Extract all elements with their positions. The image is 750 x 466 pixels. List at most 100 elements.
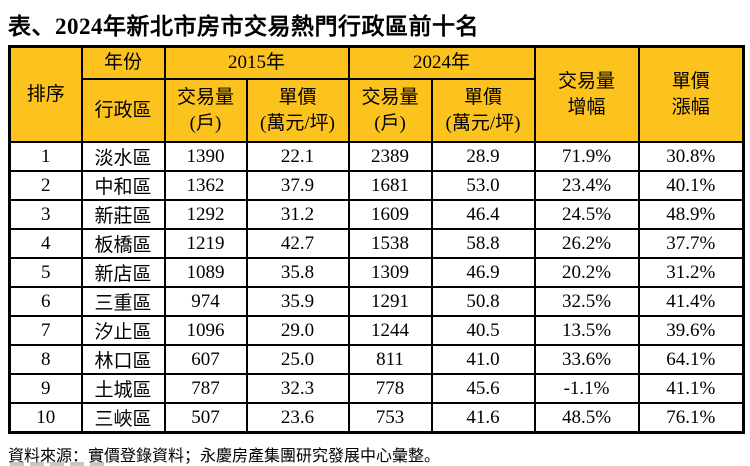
cell-price-2015: 31.2	[245, 199, 350, 230]
cell-price-2024: 45.6	[430, 373, 536, 404]
cell-price-2024: 46.9	[430, 257, 536, 288]
header-row-2: 行政區 交易量 (戶) 單價 (萬元/坪) 交易量 (戶) 單價 (萬元/坪)	[10, 78, 744, 143]
cell-price-2024: 40.5	[430, 315, 536, 346]
cell-price-2015: 32.3	[245, 373, 350, 404]
cell-volume-growth: 13.5%	[533, 315, 640, 346]
cell-volume-2024: 753	[347, 402, 433, 434]
header-volume-2024: 交易量 (戶)	[347, 78, 433, 143]
cell-volume-2024: 1244	[347, 315, 433, 346]
cell-rank: 5	[8, 257, 83, 288]
cell-volume-growth: -1.1%	[533, 373, 640, 404]
cell-rank: 3	[8, 199, 83, 230]
header-price-2015: 單價 (萬元/坪)	[245, 78, 350, 143]
table-body: 1 淡水區 1390 22.1 2389 28.9 71.9% 30.8% 2 …	[8, 141, 745, 434]
cell-volume-2015: 974	[163, 286, 248, 317]
cell-price-growth: 64.1%	[637, 344, 745, 375]
cell-price-2015: 35.8	[245, 257, 350, 288]
cell-price-2024: 50.8	[430, 286, 536, 317]
cell-volume-growth: 71.9%	[533, 141, 640, 172]
cell-district: 中和區	[80, 170, 166, 201]
cell-price-growth: 30.8%	[637, 141, 745, 172]
cell-price-2015: 22.1	[245, 141, 350, 172]
cell-volume-2024: 811	[347, 344, 433, 375]
cell-volume-2015: 607	[163, 344, 248, 375]
cell-volume-2015: 1089	[163, 257, 248, 288]
cell-rank: 1	[8, 141, 83, 172]
cell-district: 板橋區	[80, 228, 166, 259]
cell-price-2015: 23.6	[245, 402, 350, 434]
cell-price-2015: 42.7	[245, 228, 350, 259]
cell-rank: 10	[8, 402, 83, 434]
cell-volume-2015: 507	[163, 402, 248, 434]
cell-price-2015: 35.9	[245, 286, 350, 317]
cell-rank: 4	[8, 228, 83, 259]
districts-table: 排序 年份 2015年 2024年 交易量 增幅 單價 漲幅 行政區 交易量 (…	[8, 45, 746, 434]
table-row: 5 新店區 1089 35.8 1309 46.9 20.2% 31.2%	[8, 257, 745, 288]
cell-price-2024: 28.9	[430, 141, 536, 172]
cell-district: 土城區	[80, 373, 166, 404]
header-rank: 排序	[8, 45, 83, 143]
table-row: 2 中和區 1362 37.9 1681 53.0 23.4% 40.1%	[8, 170, 745, 201]
cell-price-2024: 58.8	[430, 228, 536, 259]
cell-volume-2024: 778	[347, 373, 433, 404]
table-row: 4 板橋區 1219 42.7 1538 58.8 26.2% 37.7%	[8, 228, 745, 259]
cell-volume-2015: 1096	[163, 315, 248, 346]
header-volume-growth: 交易量 增幅	[533, 45, 640, 143]
cell-volume-growth: 26.2%	[533, 228, 640, 259]
cell-price-growth: 31.2%	[637, 257, 745, 288]
header-price-growth: 單價 漲幅	[637, 45, 745, 143]
source-note: 資料來源：實價登錄資料；永慶房產集團研究發展中心彙整。	[8, 448, 441, 465]
header-year: 年份	[80, 45, 166, 80]
cell-rank: 2	[8, 170, 83, 201]
table-row: 7 汐止區 1096 29.0 1244 40.5 13.5% 39.6%	[8, 315, 745, 346]
cell-district: 三重區	[80, 286, 166, 317]
cell-volume-2015: 1292	[163, 199, 248, 230]
cell-price-growth: 41.1%	[637, 373, 745, 404]
cell-volume-2024: 1609	[347, 199, 433, 230]
clipped-text-fragment	[10, 462, 190, 466]
cell-volume-growth: 33.6%	[533, 344, 640, 375]
cell-volume-2015: 1390	[163, 141, 248, 172]
cell-price-2015: 29.0	[245, 315, 350, 346]
header-row-1: 排序 年份 2015年 2024年 交易量 增幅 單價 漲幅	[8, 45, 745, 143]
table-row: 9 土城區 787 32.3 778 45.6 -1.1% 41.1%	[8, 373, 745, 404]
cell-volume-2015: 1219	[163, 228, 248, 259]
cell-volume-2024: 1681	[347, 170, 433, 201]
cell-volume-growth: 24.5%	[533, 199, 640, 230]
cell-price-growth: 48.9%	[637, 199, 745, 230]
cell-price-2024: 53.0	[430, 170, 536, 201]
cell-rank: 7	[8, 315, 83, 346]
table-header: 排序 年份 2015年 2024年 交易量 增幅 單價 漲幅 行政區 交易量 (…	[8, 45, 745, 143]
table-row: 6 三重區 974 35.9 1291 50.8 32.5% 41.4%	[8, 286, 745, 317]
table-row: 3 新莊區 1292 31.2 1609 46.4 24.5% 48.9%	[8, 199, 745, 230]
cell-price-2015: 25.0	[245, 344, 350, 375]
cell-price-2024: 41.0	[430, 344, 536, 375]
cell-price-growth: 40.1%	[637, 170, 745, 201]
cell-volume-growth: 48.5%	[533, 402, 640, 434]
cell-price-2015: 37.9	[245, 170, 350, 201]
table-row: 10 三峽區 507 23.6 753 41.6 48.5% 76.1%	[8, 402, 745, 434]
cell-volume-growth: 20.2%	[533, 257, 640, 288]
header-volume-2015: 交易量 (戶)	[163, 78, 248, 143]
page-title: 表、2024年新北市房市交易熱門行政區前十名	[8, 14, 479, 39]
cell-district: 新店區	[80, 257, 166, 288]
table-row: 1 淡水區 1390 22.1 2389 28.9 71.9% 30.8%	[8, 141, 745, 172]
cell-district: 三峽區	[80, 402, 166, 434]
cell-volume-growth: 23.4%	[533, 170, 640, 201]
header-group-2024: 2024年	[347, 45, 536, 80]
cell-price-2024: 46.4	[430, 199, 536, 230]
cell-volume-growth: 32.5%	[533, 286, 640, 317]
cell-volume-2024: 1309	[347, 257, 433, 288]
cell-rank: 6	[8, 286, 83, 317]
cell-volume-2024: 1291	[347, 286, 433, 317]
cell-volume-2015: 1362	[163, 170, 248, 201]
cell-district: 汐止區	[80, 315, 166, 346]
cell-volume-2024: 2389	[347, 141, 433, 172]
header-price-2024: 單價 (萬元/坪)	[430, 78, 536, 143]
cell-price-growth: 76.1%	[637, 402, 745, 434]
header-district: 行政區	[80, 78, 166, 143]
header-group-2015: 2015年	[163, 45, 350, 80]
cell-volume-2015: 787	[163, 373, 248, 404]
cell-price-growth: 39.6%	[637, 315, 745, 346]
